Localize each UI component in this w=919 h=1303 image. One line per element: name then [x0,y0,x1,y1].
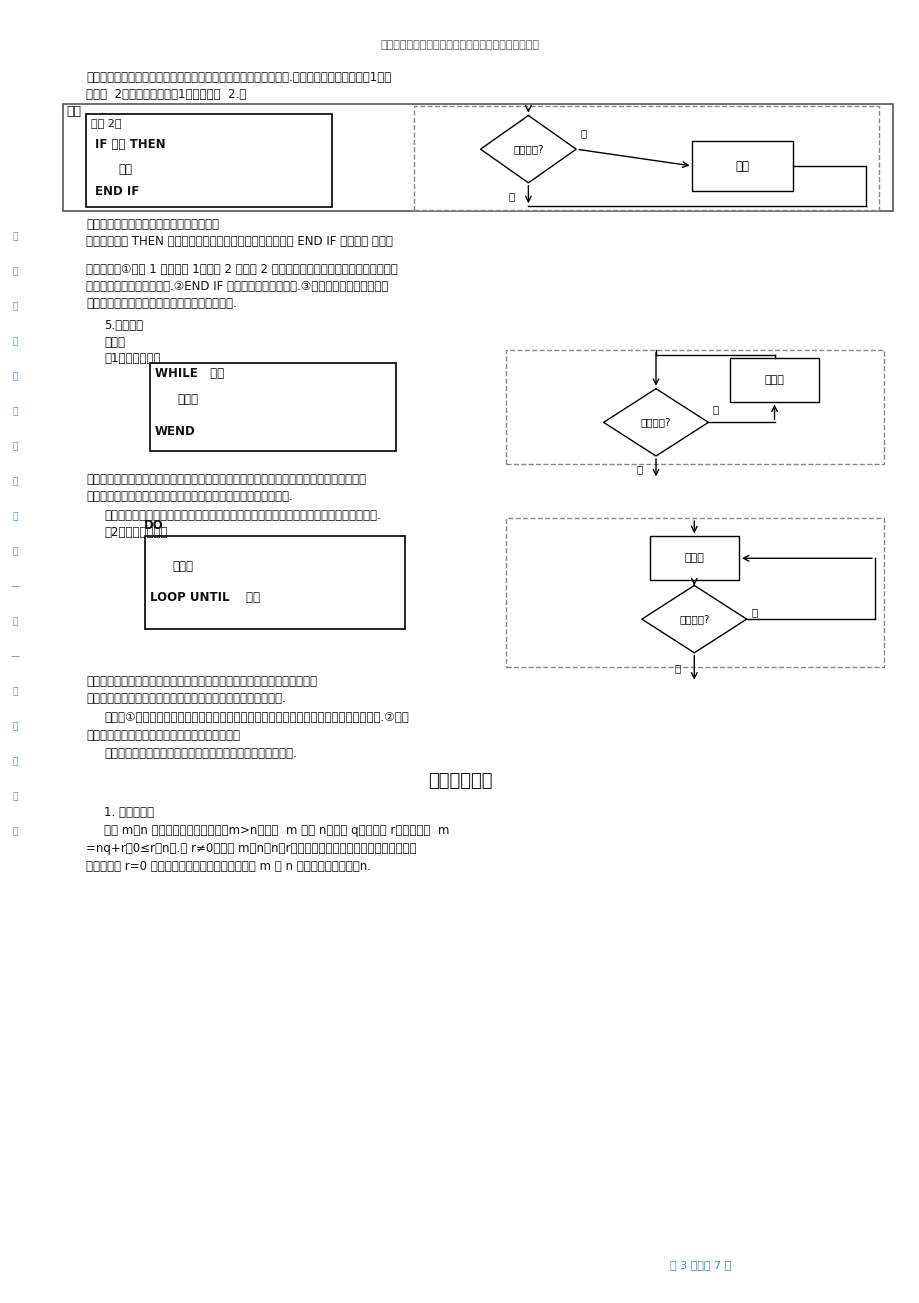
Text: 说明：①格式 1 中的语句 1、语句 2 和格式 2 中的语句，可以是一个语句或一组语句，: 说明：①格式 1 中的语句 1、语句 2 和格式 2 中的语句，可以是一个语句或… [86,263,398,276]
Text: 辑: 辑 [12,373,17,382]
Text: 功能：当运算机执行上述语句时，　第一判定条件是否成立　.如条件成立就执行语句　1，跳: 功能：当运算机执行上述语句时， 第一判定条件是否成立 .如条件成立就执行语句 1… [86,72,391,85]
Text: LOOP UNTIL    条件: LOOP UNTIL 条件 [150,590,260,603]
Bar [86,115,332,207]
Text: 否: 否 [751,607,756,618]
Text: 设 m、n 是两个正整数（不妨设　m>n），用  m 除以 n，商为 q，余数为 r，得到除式  m: 设 m、n 是两个正整数（不妨设 m>n），用 m 除以 n，商为 q，余数为 … [105,823,449,837]
Text: 载: 载 [12,827,17,837]
Bar [505,519,883,667]
Text: 功能：计算机首先判定条件是否成立: 功能：计算机首先判定条件是否成立 [86,218,219,231]
Text: ＊: ＊ [12,618,17,627]
Bar [505,349,883,464]
Text: 满足条件?: 满足条件? [678,614,709,624]
Text: 说明：①直到型循环是先执行循环体，后判定条件，因此循环体至少执行一次　　　　　.②当型: 说明：①直到型循环是先执行循环体，后判定条件，因此循环体至少执行一次 .②当型 [105,711,409,724]
Bar [729,357,818,401]
Text: 过语句  2，否就跳过语句　1，执行语句  2.如: 过语句 2，否就跳过语句 1，执行语句 2.如 [86,89,246,102]
Text: ＊: ＊ [12,687,17,696]
Bar [145,537,405,629]
Text: —: — [11,653,19,661]
Text: 说明：当型循环是先判定条件，后执行循环体，因此循环体可能一次也不执行　　　　　.: 说明：当型循环是先判定条件，后执行循环体，因此循环体可能一次也不执行 . [105,509,380,523]
Text: 循环体: 循环体 [173,559,194,572]
Text: 语句: 语句 [118,163,132,176]
Text: 功能：先判定条件的真假，如条件成立就执行循环体，然后再判定条件，如条件成立再: 功能：先判定条件的真假，如条件成立就执行循环体，然后再判定条件，如条件成立再 [86,473,366,486]
Bar [414,107,879,210]
Text: （1）当型循环：: （1）当型循环： [105,352,161,365]
Bar [150,362,396,451]
Text: IF 条件 THEN: IF 条件 THEN [96,138,165,151]
Text: 料: 料 [12,512,17,521]
Text: 否: 否 [508,190,515,201]
Text: 速: 速 [12,757,17,766]
Bar [692,142,792,190]
Text: END IF: END IF [96,185,140,198]
Text: 精: 精 [12,233,17,242]
Text: 循环体: 循环体 [684,554,703,563]
Text: =nq+r（0≤r＜n）.如 r≠0，就令 m＝n，n＝r，再连续上面的除法，这是一个反复执行: =nq+r（0≤r＜n）.如 r≠0，就令 m＝n，n＝r，再连续上面的除法，这… [86,842,416,855]
Text: 是: 是 [580,129,586,138]
Text: 循环体: 循环体 [764,375,784,384]
Text: 更多高中数学资料请关注微信公众号：凌风笑数学学堂: 更多高中数学资料请关注微信公众号：凌风笑数学学堂 [380,40,539,51]
Text: 是: 是 [712,404,719,414]
Text: 格式：: 格式： [105,336,125,349]
Text: 可: 可 [12,302,17,311]
Text: WHILE   条件: WHILE 条件 [154,366,223,379]
Text: 第 3 页，共 7 页: 第 3 页，共 7 页 [669,1260,730,1270]
Text: 是: 是 [674,663,680,674]
Text: —: — [11,582,19,592]
Text: 语句: 语句 [735,159,749,172]
Text: 框图: 框图 [66,106,81,119]
Text: 循环是条件为真时循环，直到型是条件为假时循环: 循环是条件为真时循环，直到型是条件为假时循环 [86,730,240,743]
Text: 循环体: 循环体 [177,392,199,405]
Text: 满足条件?: 满足条件? [640,417,671,427]
Text: 5.循环语句: 5.循环语句 [105,319,143,332]
Text: 资: 资 [12,477,17,486]
Text: 下: 下 [12,792,17,801]
Text: 否: 否 [636,464,642,474]
Bar [649,537,738,580]
Text: （2）直到型循环：: （2）直到型循环： [105,526,168,539]
Text: DO: DO [143,520,164,533]
Bar [63,104,892,211]
Text: 功能：先执行一次循环体，然后判定条件真假，如条件不成立　　　再: 功能：先执行一次循环体，然后判定条件真假，如条件不成立 再 [86,675,317,688]
Text: 习: 习 [12,443,17,451]
Text: 三、算法案例: 三、算法案例 [427,771,492,790]
Text: 若成立则执行 THEN 后的语句，否则跳过这些语句，直接执行 END IF 后的语句 如框图: 若成立则执行 THEN 后的语句，否则跳过这些语句，直接执行 END IF 后的… [86,235,392,248]
Text: 满足条件?: 满足条件? [513,145,543,154]
Text: 1. 辗转相除法: 1. 辗转相除法 [105,805,154,818]
Text: 甚至可以是另一个条件语句.②END IF 中间有空格，不要漏掉.③中间的语句向后缩是为了: 甚至可以是另一个条件语句.②END IF 中间有空格，不要漏掉.③中间的语句向后… [86,280,388,293]
Text: 执行循环体，　　这样反复进行，直到条件不成立时退出循环　　.: 执行循环体， 这样反复进行，直到条件不成立时退出循环 . [86,490,292,503]
Text: 学: 学 [12,408,17,417]
Text: 编: 编 [12,337,17,347]
Text: 格式 2：: 格式 2： [91,119,121,128]
Text: WEND: WEND [154,425,195,438]
Text: 执行循环体，　　这样反复进行，直到条件成立时退出循环　　.: 执行循环体， 这样反复进行，直到条件成立时退出循环 . [86,692,286,705]
Text: 保: 保 [12,722,17,731]
Text: 的步骤，当 r=0 时，就得到了　　　　　　　　　 m 和 n 的最大公约数为　　n.: 的步骤，当 r=0 时，就得到了 m 和 n 的最大公约数为 n. [86,860,370,873]
Text: ＊: ＊ [12,547,17,556]
Text: 品: 品 [12,267,17,276]
Text: 便于阅读及查错，不是必须的，但最好缩格书写.: 便于阅读及查错，不是必须的，但最好缩格书写. [86,297,237,310]
Text: 注：循环体中肯定要有转变条件的语句，否则将构成死循环　.: 注：循环体中肯定要有转变条件的语句，否则将构成死循环 . [105,748,297,761]
